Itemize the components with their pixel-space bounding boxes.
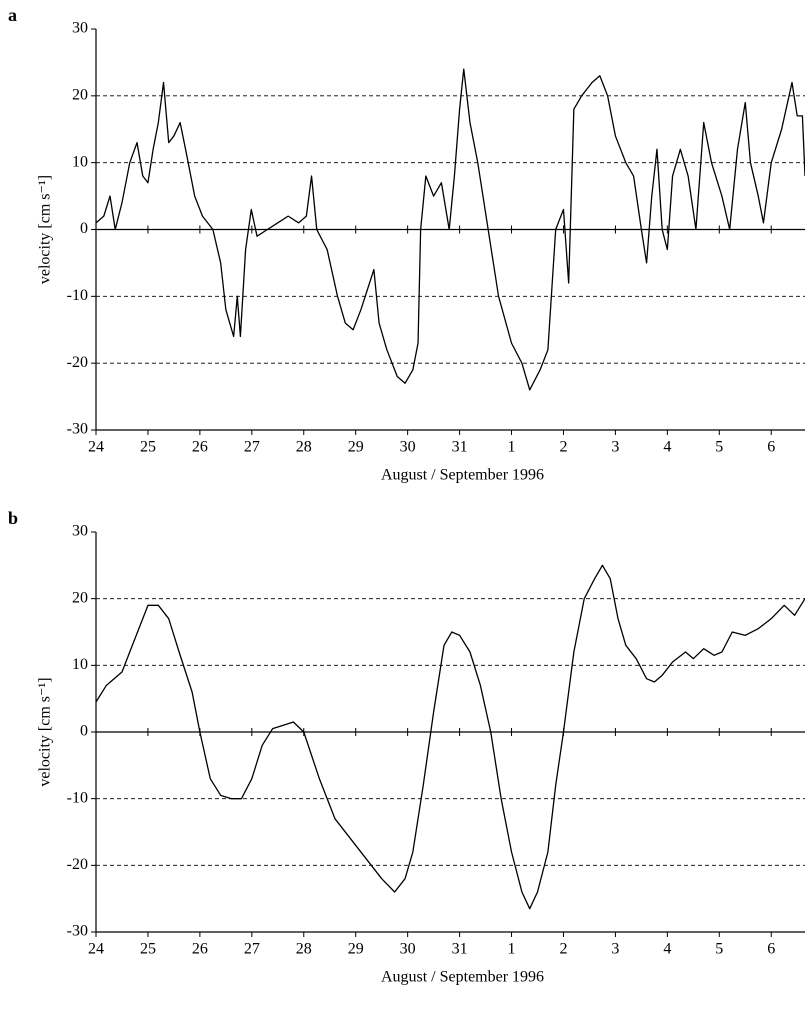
y-tick-label: -30 [67, 421, 88, 438]
x-tick-label: 26 [192, 941, 208, 958]
y-axis-title: velocity [cm s⁻¹] [37, 175, 54, 284]
x-tick-label: 25 [140, 439, 156, 456]
x-tick-label: 30 [400, 941, 416, 958]
x-tick-label: 30 [400, 439, 416, 456]
x-tick-label: 31 [452, 941, 468, 958]
x-tick-label: 3 [611, 941, 619, 958]
y-tick-label: -10 [67, 789, 88, 806]
x-tick-label: 29 [348, 941, 364, 958]
y-tick-label: -20 [67, 856, 88, 873]
x-tick-label: 28 [296, 439, 312, 456]
x-tick-label: 1 [508, 941, 516, 958]
y-tick-label: -10 [67, 287, 88, 304]
x-tick-label: 24 [88, 439, 104, 456]
x-tick-label: 4 [663, 941, 671, 958]
x-tick-label: 24 [88, 941, 104, 958]
x-tick-label: 26 [192, 439, 208, 456]
y-tick-label: 10 [72, 656, 88, 673]
x-tick-label: 31 [452, 439, 468, 456]
x-tick-label: 27 [244, 941, 260, 958]
data-line [95, 68, 805, 391]
x-tick-label: 1 [508, 439, 516, 456]
y-tick-label: -30 [67, 923, 88, 940]
y-tick-label: 10 [72, 153, 88, 170]
x-tick-label: 27 [244, 439, 260, 456]
x-tick-label: 28 [296, 941, 312, 958]
x-tick-label: 4 [663, 439, 671, 456]
x-tick-label: 6 [767, 941, 775, 958]
y-tick-label: -20 [67, 354, 88, 371]
x-tick-label: 5 [715, 439, 723, 456]
data-line [95, 564, 805, 910]
x-tick-label: 5 [715, 941, 723, 958]
y-tick-label: 20 [72, 589, 88, 606]
x-axis-title: August / September 1996 [381, 467, 544, 484]
x-tick-label: 2 [559, 941, 567, 958]
panel-label: a [8, 5, 17, 25]
x-axis-title: August / September 1996 [381, 969, 544, 986]
x-tick-label: 6 [767, 439, 775, 456]
y-tick-label: 0 [80, 220, 88, 237]
y-tick-label: 20 [72, 87, 88, 104]
y-tick-label: 0 [80, 723, 88, 740]
x-tick-label: 2 [559, 439, 567, 456]
y-tick-label: 30 [72, 523, 88, 540]
x-tick-label: 25 [140, 941, 156, 958]
y-axis-title: velocity [cm s⁻¹] [37, 677, 54, 786]
y-tick-label: 30 [72, 20, 88, 37]
x-tick-label: 29 [348, 439, 364, 456]
panel-label: b [8, 508, 18, 528]
x-tick-label: 3 [611, 439, 619, 456]
